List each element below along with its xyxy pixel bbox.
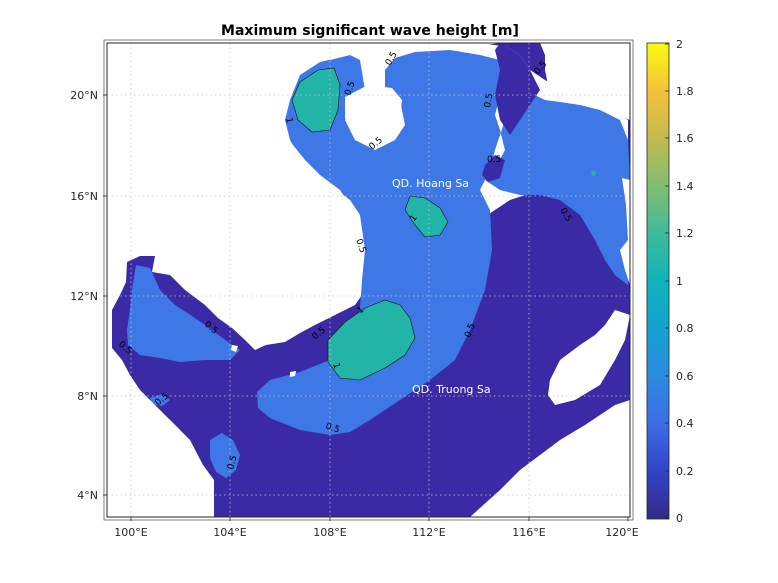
contour-label: 0.5 [226, 454, 239, 470]
land-south-china [330, 43, 500, 75]
land-mindoro [548, 310, 630, 405]
colorbar-labels: 0 0.2 0.4 0.6 0.8 1 1.2 1.4 1.6 1.8 2 [676, 38, 694, 525]
map-frame [106, 42, 631, 518]
wave-zone-taiwan [495, 43, 540, 135]
colorbar-label: 0.6 [676, 370, 694, 383]
wave-zone-south-patch [210, 433, 240, 478]
x-tick-label: 108°E [313, 526, 346, 539]
contour-label: 1 [283, 117, 294, 124]
contour-label: 0.5 [483, 93, 495, 109]
x-tick-label: 112°E [412, 526, 445, 539]
map-area [107, 43, 630, 517]
contour-lines [291, 67, 449, 381]
grid-lines [107, 43, 630, 517]
place-label-paracel: QD. Hoang Sa [392, 177, 469, 190]
colorbar-label: 0.4 [676, 417, 694, 430]
land-taiwan-coast [540, 43, 630, 120]
y-tick-label: 8°N [77, 390, 98, 403]
colorbar-label: 0 [676, 512, 683, 525]
land-borneo [470, 400, 630, 517]
x-tick-label: 104°E [213, 526, 246, 539]
colorbar-label: 1.4 [676, 180, 694, 193]
colorbar-label: 2 [676, 38, 683, 51]
place-label-spratly: QD. Truong Sa [412, 383, 491, 396]
wave-zone-high-tonkin [292, 68, 340, 132]
x-tick-label: 116°E [512, 526, 545, 539]
colorbar-label: 0.2 [676, 465, 694, 478]
y-tick-label: 20°N [70, 89, 98, 102]
axis-ticks [103, 94, 629, 521]
colorbar-label: 0.8 [676, 322, 694, 335]
x-tick-label: 100°E [114, 526, 147, 539]
wave-zone-gulf [127, 265, 240, 362]
colorbar-label: 1.2 [676, 227, 694, 240]
colorbar-label: 1.6 [676, 132, 694, 145]
x-tick-label: 120°E [605, 526, 638, 539]
wave-zone-mid [257, 50, 630, 435]
map-title: Maximum significant wave height [m] [221, 23, 519, 39]
land-malaysia [107, 365, 212, 517]
contour-label: 0.5 [463, 322, 477, 339]
map-outer-frame [103, 39, 634, 521]
wave-zone-small-patch [150, 394, 170, 406]
land-philippines [620, 178, 630, 285]
x-tick-labels: 100°E 104°E 108°E 112°E 116°E 120°E [114, 526, 638, 539]
y-tick-label: 16°N [70, 190, 98, 203]
wave-zone-taiwan-2 [482, 155, 505, 182]
contour-label: 0.5 [343, 80, 357, 97]
land-islet-2 [231, 345, 238, 352]
y-tick-label: 4°N [77, 489, 98, 502]
colorbar-label: 1 [676, 275, 683, 288]
land-china-coast [107, 43, 362, 345]
contour-label: 1 [408, 213, 419, 223]
land-islet-1 [290, 371, 296, 377]
contour-label: 0.5 [487, 155, 501, 165]
wave-zone-high-dot [591, 170, 596, 177]
colorbar-label: 1.8 [676, 85, 694, 98]
contour-label: 0.5 [353, 238, 367, 255]
contour-label: 1 [356, 305, 367, 316]
land-hainan [345, 85, 402, 135]
colorbar-ticks [665, 43, 669, 519]
wave-zone-high-south [328, 300, 415, 380]
contour-label: 1 [330, 362, 341, 371]
y-tick-labels: 4°N 8°N 12°N 16°N 20°N [70, 89, 98, 502]
y-tick-label: 12°N [70, 290, 98, 303]
contour-label: 0.5 [324, 421, 341, 435]
